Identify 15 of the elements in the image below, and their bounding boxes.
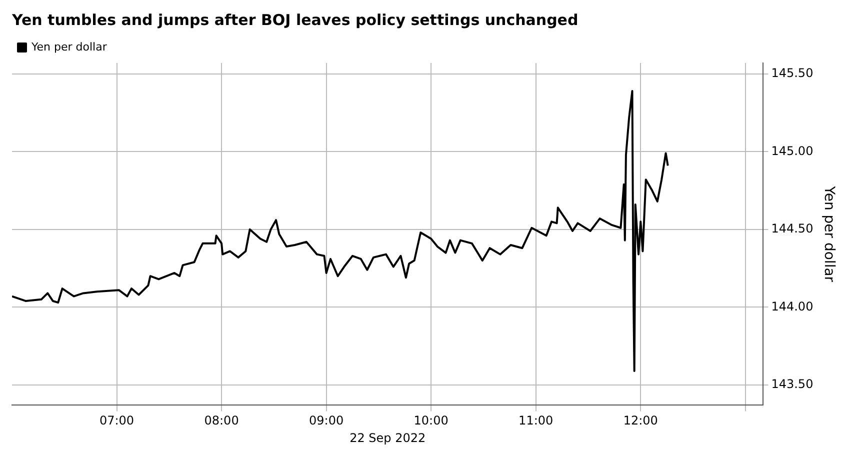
y-axis-title: Yen per dollar xyxy=(820,185,837,282)
y-tick-label: 144.50 xyxy=(771,222,814,236)
y-tick-label: 143.50 xyxy=(771,377,814,392)
x-tick-label: 10:00 xyxy=(414,414,448,428)
legend-label: Yen per dollar xyxy=(30,40,108,54)
y-tick-label: 145.50 xyxy=(771,66,814,80)
y-tick-label: 144.00 xyxy=(771,299,814,314)
y-tick-label: 145.00 xyxy=(771,144,814,158)
chart-title: Yen tumbles and jumps after BOJ leaves policy settings unchanged xyxy=(11,10,578,29)
x-tick-label: 12:00 xyxy=(623,414,658,428)
x-tick-label: 11:00 xyxy=(518,414,554,428)
x-tick-label: 09:00 xyxy=(309,414,344,428)
x-tick-label: 08:00 xyxy=(204,414,239,428)
x-tick-label: 07:00 xyxy=(99,414,134,428)
x-axis-title: 22 Sep 2022 xyxy=(350,430,426,445)
